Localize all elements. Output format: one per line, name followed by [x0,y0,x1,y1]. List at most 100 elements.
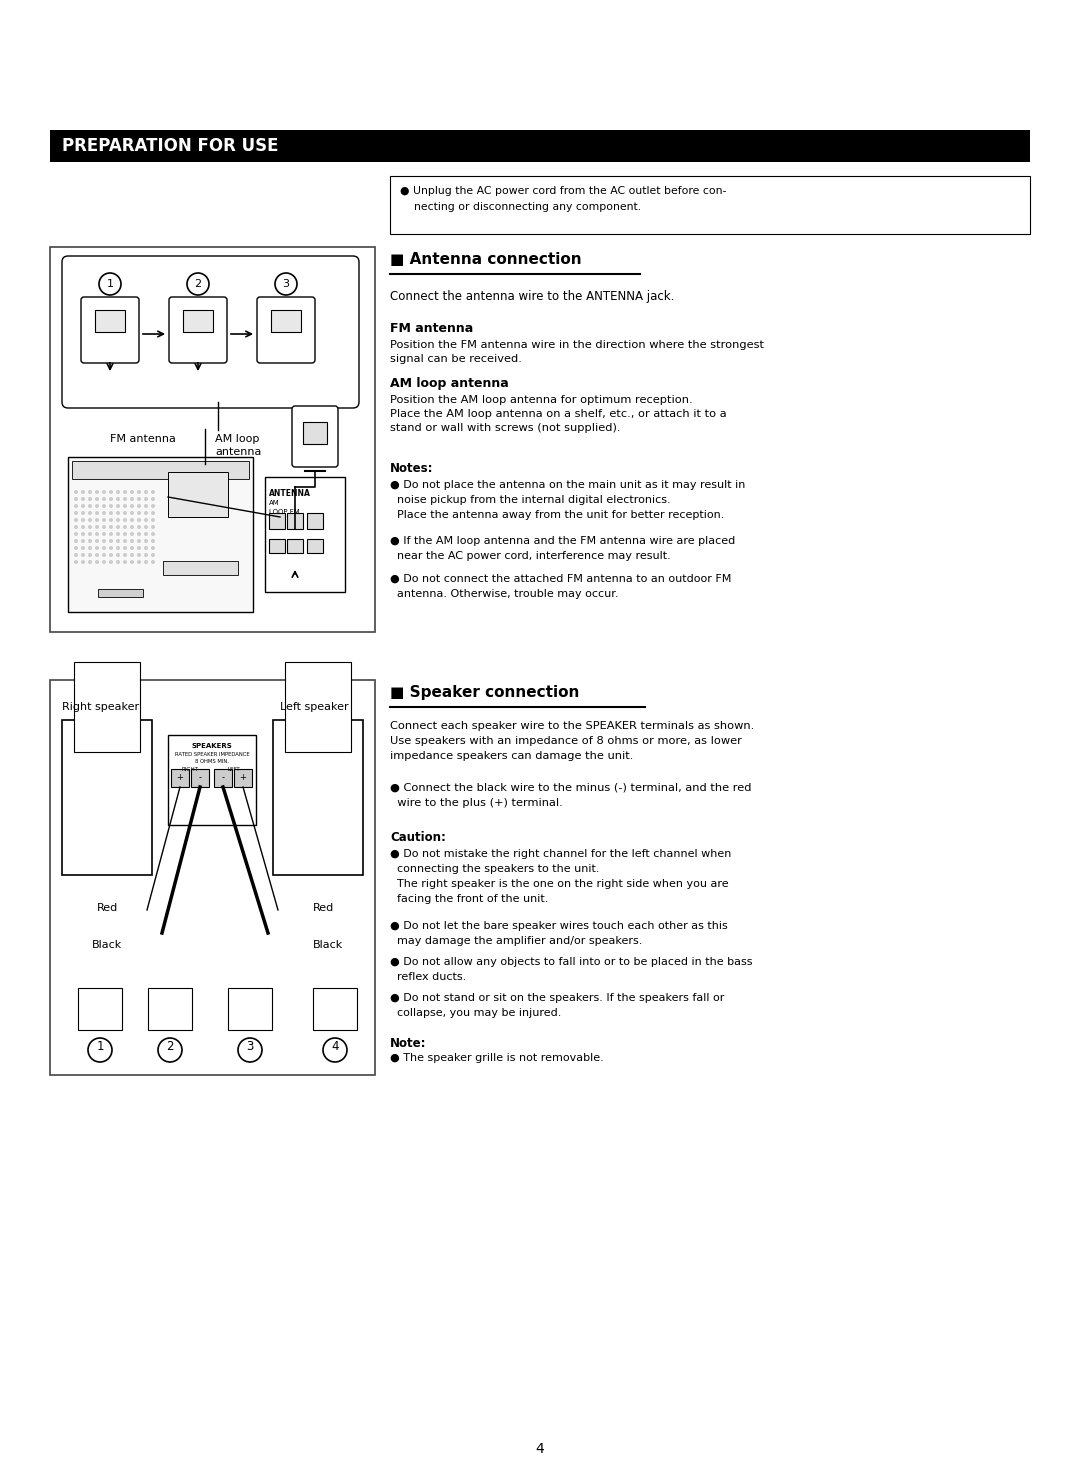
Text: Position the FM antenna wire in the direction where the strongest
signal can be : Position the FM antenna wire in the dire… [390,340,764,363]
Circle shape [151,511,156,515]
Circle shape [75,518,78,521]
Circle shape [102,546,106,549]
Bar [287,513,303,529]
Circle shape [144,524,148,529]
Text: Black: Black [92,939,122,950]
Text: The right speaker is the one on the right side when you are: The right speaker is the one on the righ… [390,879,729,889]
Bar [50,247,375,632]
Circle shape [137,532,141,536]
Text: 2: 2 [166,1040,174,1053]
Bar [307,539,323,552]
Circle shape [81,539,85,544]
Circle shape [81,490,85,493]
Text: may damage the amplifier and/or speakers.: may damage the amplifier and/or speakers… [390,936,643,945]
Circle shape [87,524,92,529]
Circle shape [75,511,78,515]
Circle shape [151,524,156,529]
Circle shape [102,539,106,544]
Circle shape [109,504,113,508]
Bar [163,561,238,575]
Text: 3: 3 [246,1040,254,1053]
Circle shape [75,504,78,508]
Bar [183,310,213,332]
Bar [287,539,303,552]
Bar [62,719,152,874]
Circle shape [123,518,127,521]
Bar [303,422,327,445]
Text: 4: 4 [332,1040,339,1053]
Text: 2: 2 [194,279,202,289]
Bar [390,176,1030,233]
Circle shape [95,511,99,515]
Circle shape [81,518,85,521]
FancyBboxPatch shape [81,297,139,363]
Text: ● If the AM loop antenna and the FM antenna wire are placed: ● If the AM loop antenna and the FM ante… [390,536,735,546]
Circle shape [137,546,141,549]
Text: Place the AM loop antenna on a shelf, etc., or attach it to a
stand or wall with: Place the AM loop antenna on a shelf, et… [390,409,727,433]
Circle shape [130,546,134,549]
Circle shape [137,560,141,564]
Circle shape [130,504,134,508]
Circle shape [109,560,113,564]
Circle shape [130,560,134,564]
Circle shape [116,524,120,529]
Circle shape [87,1038,112,1062]
Circle shape [81,524,85,529]
Circle shape [87,511,92,515]
Text: RIGHT: RIGHT [181,767,199,772]
Bar [269,539,285,552]
Circle shape [151,518,156,521]
Circle shape [75,560,78,564]
Bar [273,719,363,874]
Text: FM antenna: FM antenna [110,434,176,445]
Text: 4: 4 [536,1442,544,1456]
Circle shape [137,539,141,544]
Circle shape [151,532,156,536]
Text: +: + [240,772,246,781]
Circle shape [81,546,85,549]
Circle shape [102,552,106,557]
Circle shape [137,518,141,521]
Circle shape [102,532,106,536]
Text: Connect the antenna wire to the ANTENNA jack.: Connect the antenna wire to the ANTENNA … [390,289,674,303]
Text: SPEAKERS: SPEAKERS [191,743,232,749]
Circle shape [75,546,78,549]
Bar [285,662,351,752]
Circle shape [137,552,141,557]
Text: ● Do not stand or sit on the speakers. If the speakers fall or: ● Do not stand or sit on the speakers. I… [390,993,725,1003]
Circle shape [123,504,127,508]
Bar [265,477,345,592]
Circle shape [238,1038,262,1062]
Circle shape [137,504,141,508]
Text: Use speakers with an impedance of 8 ohms or more, as lower: Use speakers with an impedance of 8 ohms… [390,736,742,746]
Bar [50,130,1030,162]
Circle shape [81,511,85,515]
Bar [72,461,249,479]
Circle shape [95,524,99,529]
Circle shape [144,552,148,557]
Bar [75,662,140,752]
Text: ANTENNA: ANTENNA [269,489,311,498]
Circle shape [130,524,134,529]
Text: Connect each speaker wire to the SPEAKER terminals as shown.: Connect each speaker wire to the SPEAKER… [390,721,754,731]
Circle shape [109,539,113,544]
Circle shape [137,511,141,515]
Circle shape [116,490,120,493]
Text: necting or disconnecting any component.: necting or disconnecting any component. [400,202,642,213]
Text: near the AC power cord, interference may result.: near the AC power cord, interference may… [390,551,671,561]
Circle shape [81,496,85,501]
Text: impedance speakers can damage the unit.: impedance speakers can damage the unit. [390,750,633,761]
Circle shape [151,552,156,557]
Circle shape [144,518,148,521]
Circle shape [123,552,127,557]
Text: FM antenna: FM antenna [390,322,473,335]
Circle shape [123,490,127,493]
Circle shape [87,532,92,536]
Circle shape [151,504,156,508]
Text: RATED SPEAKER IMPEDANCE: RATED SPEAKER IMPEDANCE [175,752,249,758]
Circle shape [137,524,141,529]
Circle shape [95,552,99,557]
Bar [269,513,285,529]
Circle shape [102,496,106,501]
Text: 3: 3 [283,279,289,289]
